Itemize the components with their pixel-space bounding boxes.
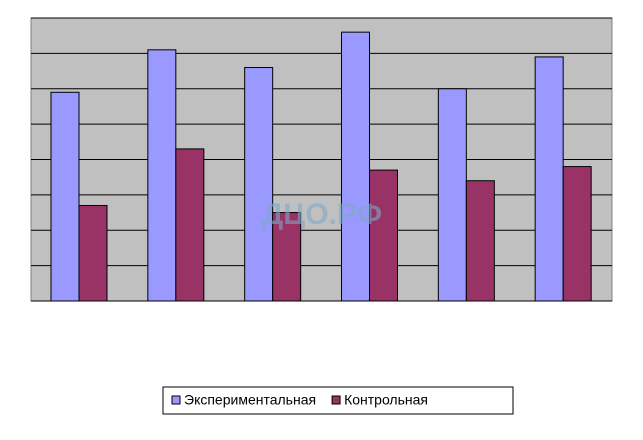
bar	[369, 169, 398, 302]
watermark: ДЦО.РФ	[262, 198, 382, 231]
bar	[175, 148, 205, 302]
legend-label: Экспериментальная	[184, 392, 316, 408]
bar	[341, 31, 370, 302]
bar	[534, 56, 564, 302]
bar	[147, 49, 177, 302]
bar	[562, 166, 592, 302]
bar	[50, 91, 80, 302]
bar	[244, 67, 274, 302]
legend-swatch	[171, 395, 181, 405]
bar	[437, 88, 467, 302]
bar	[465, 180, 495, 302]
bar	[78, 204, 108, 302]
legend-swatch	[331, 395, 341, 405]
legend-label: Контрольная	[344, 392, 428, 408]
